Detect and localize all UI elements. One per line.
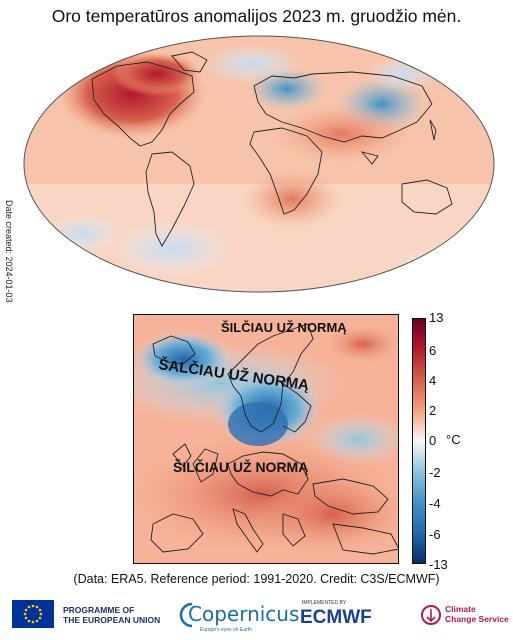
copernicus-logo-icon [179,602,193,628]
colorbar [412,318,426,564]
europe-inset-map: ŠILČIAU UŽ NORMĄ ŠALČIAU UŽ NORMĄ ŠILČIA… [133,314,399,564]
inset-label-south: ŠILČIAU UŽ NORMĄ [173,458,308,475]
implemented-by-label: IMPLEMENTED BY [302,600,347,606]
colorbar-tick: 4 [429,373,437,388]
world-anomaly-map [23,35,495,293]
eu-flag-icon [12,600,54,628]
inset-label-north: ŠILČIAU UŽ NORMĄ [221,320,347,335]
copernicus-name: Copernicus [188,602,300,626]
colorbar-tick: 0 [429,433,437,448]
footer-logos: PROGRAMME OF THE EUROPEAN UNION Copernic… [0,598,513,638]
colorbar-unit: °C [446,432,461,447]
colorbar-tick: 6 [429,343,437,358]
ecmwf-logo: ECMWF [300,607,372,628]
colorbar-tick: -6 [429,527,441,542]
date-created: Date created: 2024-01-03 [4,200,14,303]
climate-change-service-label: Climate Change Service [445,604,509,624]
climate-change-service-icon [421,605,441,625]
page-title: Oro temperatūros anomalijos 2023 m. gruo… [51,6,462,26]
colorbar-tick: 2 [429,403,437,418]
colorbar-tick: -4 [429,496,441,511]
colorbar-tick: -2 [429,465,441,480]
copernicus-tagline: Europe's eyes on Earth [200,627,252,633]
colorbar-tick: 13 [429,310,444,325]
data-credit: (Data: ERA5. Reference period: 1991-2020… [73,572,440,586]
eu-programme-label: PROGRAMME OF THE EUROPEAN UNION [63,605,161,625]
colorbar-tick: -13 [429,557,448,572]
